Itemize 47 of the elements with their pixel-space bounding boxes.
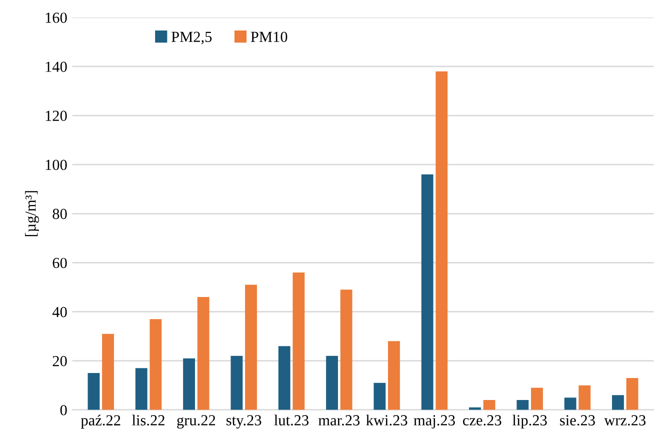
bar [278,346,290,410]
x-tick-label: wrz.23 [604,415,646,426]
bar [578,385,591,410]
y-axis-title: [µg/m³] [25,191,39,236]
y-tick-label: 0 [60,404,67,416]
bar [292,272,305,410]
bar [626,378,638,410]
y-tick-label: 60 [52,258,67,268]
x-tick-label: lis.22 [132,414,164,426]
bar [135,368,148,410]
y-tick-label: 140 [46,62,67,72]
x-tick-label: cze.23 [463,415,502,426]
y-tick-label: 160 [46,12,67,23]
bar [516,400,529,410]
bar [102,334,114,410]
bar [340,290,352,410]
bar [530,388,543,410]
bar [388,341,400,410]
legend-label: PM10 [250,32,288,42]
bar [197,297,210,410]
bar [564,398,576,410]
x-tick-label: paź.22 [80,414,120,429]
x-tick-label: gru.22 [177,415,216,429]
y-tick-label: 120 [46,110,67,121]
bar [612,395,624,410]
x-tick-label: lip.23 [512,414,547,429]
bar [374,382,386,410]
bar [88,373,100,410]
legend-label: PM2,5 [172,32,212,44]
y-tick-label: 80 [52,208,67,220]
y-tick-label: 20 [52,356,67,366]
x-tick-label: kwi.23 [366,414,408,426]
bar [230,356,243,410]
bar [483,400,496,410]
x-tick-label: sty.23 [226,415,262,429]
bar [436,71,448,410]
x-tick-label: sie.23 [560,415,595,426]
bar [183,358,195,410]
x-tick-label: lut.23 [274,414,309,426]
bar [421,174,434,410]
bar [245,284,257,410]
bar [326,356,338,410]
bar [150,319,162,410]
x-tick-label: maj.23 [414,415,455,429]
x-tick-label: mar.23 [318,415,360,426]
y-tick-label: 100 [46,160,67,170]
y-tick-label: 40 [52,306,67,318]
